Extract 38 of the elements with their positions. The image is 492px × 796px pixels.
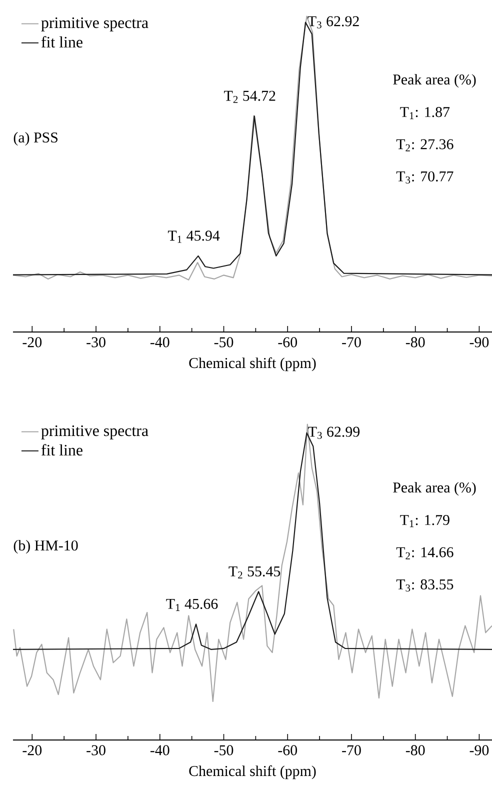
annotation: T$_{3}$ 62.99 — [308, 426, 360, 439]
annotation: T$_{1}$ 45.66 — [166, 598, 218, 611]
legend-label: primitive spectra — [41, 17, 148, 32]
x-tick-label: -60 — [278, 337, 298, 348]
x-tick-label: -80 — [406, 745, 425, 756]
x-tick-label: -40 — [150, 337, 170, 348]
annotation: T$_{1}$ 45.94 — [168, 230, 220, 243]
legend-label: fit line — [41, 36, 82, 48]
annotation: T$_{2}$: 14.66 — [396, 547, 454, 560]
annotation: Peak area (%) — [393, 482, 476, 496]
annotation: T$_{1}$: 1.87 — [400, 106, 450, 120]
x-tick-label: -70 — [342, 745, 361, 756]
annotation: T$_{3}$: 83.55 — [396, 579, 454, 592]
x-tick-label: -50 — [214, 337, 234, 348]
annotation: T$_{2}$: 27.36 — [396, 139, 454, 152]
annotation: (a) PSS — [14, 132, 58, 146]
x-axis-title: Chemical shift (ppm) — [189, 357, 316, 372]
legend-label: primitive spectra — [41, 425, 148, 440]
annotation: (b) HM-10 — [14, 540, 78, 554]
annotation: T$_{3}$: 70.77 — [396, 171, 454, 184]
x-axis-title: Chemical shift (ppm) — [189, 765, 316, 780]
x-tick-label: -60 — [278, 745, 298, 756]
annotation: T$_{3}$ 62.92 — [308, 16, 359, 28]
annotation: Peak area (%) — [393, 74, 476, 88]
x-tick-label: -20 — [22, 745, 42, 756]
x-tick-label: -80 — [406, 337, 425, 348]
x-tick-label: -30 — [86, 745, 106, 756]
annotation: T$_{2}$ 55.45 — [228, 566, 280, 578]
x-tick-label: -30 — [86, 337, 106, 348]
x-tick-label: -90 — [470, 337, 489, 348]
x-tick-label: -20 — [22, 337, 42, 348]
x-tick-label: -40 — [150, 745, 170, 756]
x-tick-label: -50 — [214, 745, 234, 756]
x-tick-label: -70 — [342, 337, 361, 348]
x-tick-label: -90 — [470, 745, 489, 756]
annotation: T$_{2}$ 54.72 — [224, 90, 276, 103]
legend-label: fit line — [41, 444, 82, 456]
annotation: T$_{1}$: 1.79 — [400, 515, 450, 528]
